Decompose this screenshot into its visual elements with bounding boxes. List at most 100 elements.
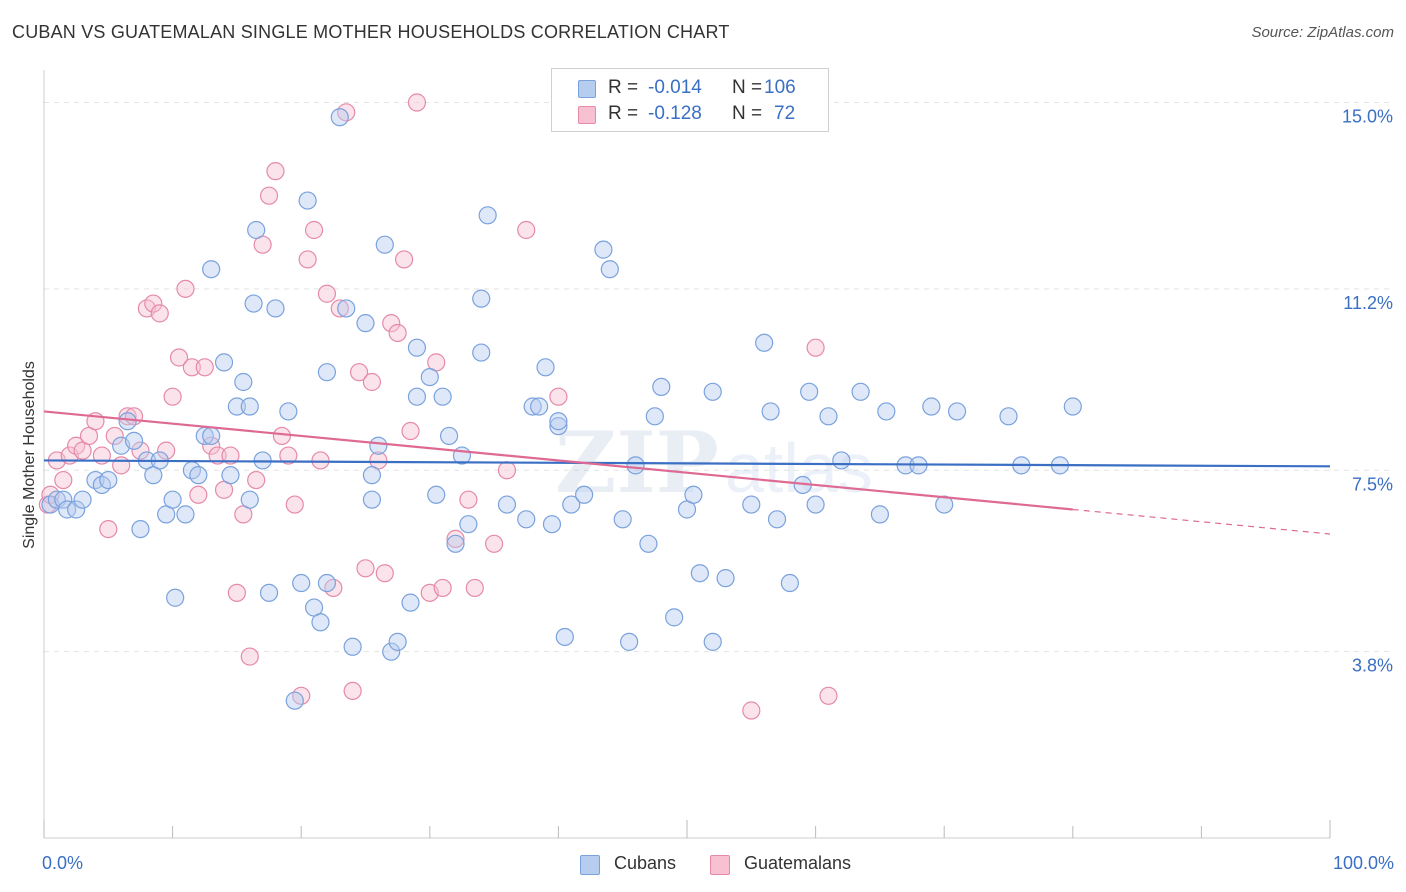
cuban-point	[935, 495, 954, 514]
cuban-point	[761, 402, 780, 421]
guatemalans-trend-extension	[1072, 508, 1331, 535]
axis-layer	[43, 70, 1331, 839]
cuban-point	[626, 456, 645, 475]
cuban-point	[375, 235, 394, 254]
guatemalan-point	[208, 446, 227, 465]
cuban-point	[446, 534, 465, 553]
cuban-point	[562, 495, 581, 514]
cuban-point	[214, 353, 234, 372]
y-tick-labels: 3.8% 7.5% 11.2% 15.0%	[1342, 107, 1393, 676]
cuban-point	[645, 407, 664, 426]
cuban-point	[536, 358, 555, 377]
y-tick-label: 15.0%	[1342, 107, 1393, 127]
cuban-point	[497, 495, 517, 514]
cuban-point	[806, 495, 825, 514]
x-axis-min-label: 0.0%	[42, 853, 84, 873]
cuban-point	[311, 613, 330, 632]
cuban-point	[118, 412, 137, 431]
cuban-point	[240, 397, 259, 416]
guatemalans-trend-line	[43, 410, 1073, 511]
watermark-atlas: atlas	[725, 429, 873, 507]
guatemalan-point	[349, 363, 369, 382]
cuban-point	[176, 505, 195, 524]
guatemalan-point	[311, 451, 330, 470]
guatemalan-point	[497, 461, 517, 480]
guatemalan-point	[54, 470, 73, 490]
n-label: N =	[732, 103, 763, 124]
y-tick-label: 7.5%	[1352, 474, 1393, 494]
guatemalan-point	[112, 456, 131, 475]
cuban-point	[851, 382, 870, 401]
cuban-point	[517, 510, 536, 529]
guatemalan-point	[99, 519, 118, 539]
guatemalan-point	[742, 701, 761, 720]
cuban-point	[439, 426, 459, 446]
cuban-point	[67, 500, 86, 519]
n-value: 72	[774, 103, 796, 124]
guatemalan-point	[446, 529, 465, 549]
guatemalan-point	[407, 93, 427, 112]
n-value: 106	[764, 77, 796, 98]
cuban-point	[652, 377, 671, 397]
r-label: R =	[608, 77, 639, 98]
cuban-point	[530, 397, 549, 416]
cuban-point	[189, 466, 208, 485]
cuban-point	[382, 642, 401, 661]
cuban-point	[684, 485, 703, 504]
cuban-point	[594, 240, 613, 259]
cuban-point	[407, 387, 427, 406]
cuban-point	[369, 436, 388, 455]
guatemalan-point	[433, 578, 452, 598]
guatemalan-point	[202, 436, 221, 455]
guatemalan-point	[176, 279, 195, 298]
cuban-point	[317, 573, 337, 593]
cuban-point	[870, 505, 890, 524]
cuban-point	[716, 569, 735, 588]
cuban-point	[427, 485, 446, 504]
cuban-point	[433, 387, 452, 406]
cuban-point	[388, 632, 407, 651]
cubans-swatch	[578, 80, 596, 98]
n-label: N =	[732, 77, 763, 98]
guatemalan-point	[806, 338, 825, 357]
r-value: -0.014	[648, 77, 702, 98]
grid-layer	[44, 102, 1392, 653]
x-axis-max-label: 100.0%	[1332, 853, 1394, 873]
cuban-point	[742, 495, 761, 514]
cuban-point	[266, 299, 285, 318]
guatemalan-point	[356, 559, 375, 578]
cubans-legend-swatch	[580, 855, 600, 875]
cuban-point	[542, 515, 562, 534]
cuban-point	[472, 289, 491, 308]
guatemalans-legend-swatch	[710, 855, 730, 875]
cuban-point	[362, 490, 382, 509]
cuban-point	[877, 402, 896, 421]
guatemalan-point	[330, 299, 349, 318]
guatemalan-point	[150, 304, 169, 323]
cuban-point	[703, 382, 722, 401]
cuban-point	[767, 510, 787, 529]
cuban-point	[780, 573, 799, 593]
cuban-point	[279, 402, 298, 421]
cuban-point	[478, 206, 497, 225]
guatemalan-point	[189, 485, 208, 504]
cuban-point	[755, 333, 774, 352]
cubans-trend-line	[43, 459, 1331, 468]
guatemalan-point	[317, 284, 337, 303]
cuban-point	[221, 466, 240, 485]
guatemalan-point	[285, 495, 304, 514]
cuban-point	[227, 397, 246, 416]
guatemalan-point	[485, 534, 504, 553]
cuban-point	[639, 534, 658, 553]
guatemalan-point	[247, 470, 266, 490]
correlation-legend: R = -0.014 N = 106 R = -0.128 N = 72	[551, 68, 829, 132]
r-value: -0.128	[648, 103, 702, 124]
cuban-point	[317, 363, 337, 382]
guatemalan-point	[144, 294, 163, 313]
guatemalan-point	[227, 583, 246, 602]
trend-layer	[43, 410, 1331, 535]
cuban-point	[1063, 397, 1082, 416]
cuban-point	[800, 382, 819, 401]
guatemalan-point	[298, 250, 317, 269]
